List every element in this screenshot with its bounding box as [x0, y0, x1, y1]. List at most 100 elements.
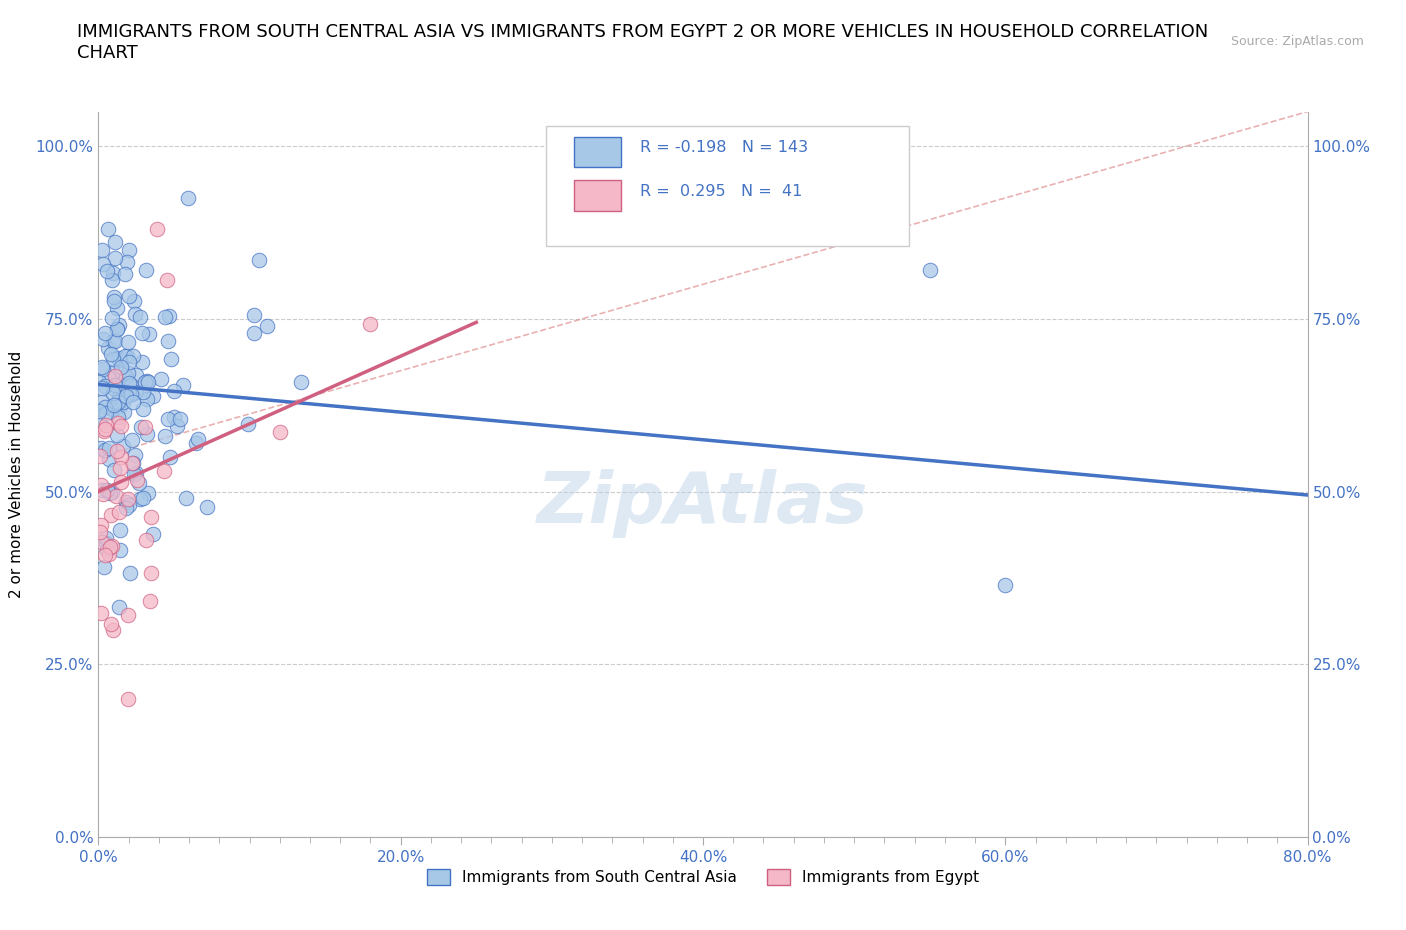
Point: [142, 527, 165, 542]
Point: [118, 288, 141, 303]
Point: [187, 432, 209, 446]
Point: [141, 510, 163, 525]
Point: [117, 365, 139, 380]
Point: [98, 485, 121, 500]
Point: [103, 294, 125, 309]
Point: [120, 378, 142, 392]
Point: [90, 605, 112, 620]
Point: [91, 362, 114, 377]
Point: [110, 450, 132, 465]
Point: [93, 443, 115, 458]
Point: [108, 390, 131, 405]
Point: [115, 255, 138, 270]
Point: [186, 435, 208, 450]
Point: [146, 221, 169, 236]
Point: [97, 547, 120, 562]
Point: [105, 300, 128, 315]
Point: [136, 392, 159, 406]
Point: [96, 483, 118, 498]
Point: [153, 429, 176, 444]
Point: [93, 423, 115, 438]
Point: [994, 578, 1017, 592]
Point: [97, 221, 120, 236]
Point: [105, 444, 128, 458]
Point: [131, 326, 153, 340]
Point: [104, 368, 127, 383]
Text: IMMIGRANTS FROM SOUTH CENTRAL ASIA VS IMMIGRANTS FROM EGYPT 2 OR MORE VEHICLES I: IMMIGRANTS FROM SOUTH CENTRAL ASIA VS IM…: [77, 23, 1209, 62]
Point: [121, 387, 143, 402]
Point: [153, 463, 176, 478]
Point: [91, 243, 114, 258]
Point: [918, 263, 941, 278]
Point: [103, 398, 125, 413]
Point: [108, 399, 131, 414]
Point: [90, 483, 112, 498]
Point: [94, 548, 117, 563]
Point: [157, 333, 180, 348]
Point: [108, 391, 131, 405]
Point: [107, 351, 129, 365]
Point: [104, 334, 127, 349]
Point: [242, 326, 264, 340]
Point: [107, 409, 129, 424]
Point: [90, 440, 112, 455]
Point: [96, 542, 118, 557]
Point: [247, 253, 270, 268]
Point: [100, 347, 122, 362]
FancyBboxPatch shape: [546, 126, 908, 246]
Point: [97, 340, 120, 355]
Point: [153, 310, 176, 325]
Point: [110, 360, 132, 375]
Point: [110, 418, 132, 433]
Point: [136, 375, 159, 390]
Point: [115, 389, 138, 404]
Point: [124, 466, 146, 481]
Point: [94, 531, 117, 546]
Point: [172, 378, 194, 392]
Point: [169, 411, 191, 426]
Legend: Immigrants from South Central Asia, Immigrants from Egypt: Immigrants from South Central Asia, Immi…: [420, 863, 986, 891]
Point: [96, 264, 118, 279]
Point: [149, 371, 172, 386]
Point: [125, 385, 148, 400]
Point: [91, 331, 114, 346]
FancyBboxPatch shape: [574, 137, 621, 167]
Point: [101, 485, 124, 499]
Point: [101, 334, 124, 349]
Point: [115, 349, 138, 364]
Point: [118, 354, 141, 369]
Point: [135, 263, 157, 278]
Point: [89, 449, 111, 464]
Point: [100, 311, 122, 325]
Point: [101, 380, 124, 395]
Point: [120, 386, 142, 401]
Point: [290, 375, 312, 390]
Point: [139, 593, 162, 608]
Point: [101, 272, 124, 287]
Point: [91, 487, 114, 502]
Point: [94, 326, 117, 340]
Point: [105, 322, 128, 337]
Point: [118, 243, 141, 258]
Point: [121, 349, 143, 364]
Point: [156, 272, 179, 287]
Point: [117, 335, 139, 350]
Point: [134, 419, 156, 434]
Point: [125, 367, 148, 382]
Point: [98, 370, 121, 385]
Point: [108, 542, 131, 557]
Point: [108, 523, 131, 538]
Point: [103, 463, 125, 478]
Point: [101, 365, 124, 380]
Point: [132, 402, 155, 417]
Point: [118, 565, 141, 580]
Point: [89, 525, 111, 539]
Point: [108, 317, 131, 332]
Point: [93, 560, 115, 575]
Point: [87, 404, 110, 418]
Point: [101, 385, 124, 400]
Point: [163, 384, 186, 399]
Point: [110, 352, 132, 367]
Point: [107, 416, 129, 431]
Point: [94, 418, 117, 432]
